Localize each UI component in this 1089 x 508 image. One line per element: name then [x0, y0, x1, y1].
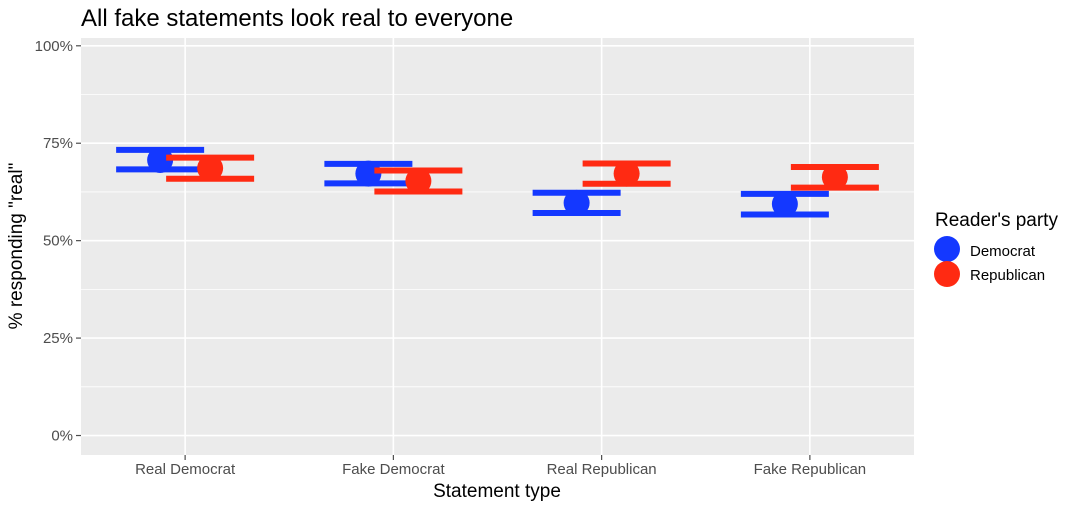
point-democrat — [563, 189, 590, 216]
y-tick-label: 75% — [43, 135, 73, 152]
x-axis-title: Statement type — [433, 481, 561, 502]
point-republican — [613, 160, 640, 187]
chart-title: All fake statements look real to everyon… — [81, 5, 513, 32]
x-tick-label: Fake Republican — [754, 461, 867, 478]
x-tick-label: Real Democrat — [135, 461, 236, 478]
x-tick-label: Fake Democrat — [342, 461, 445, 478]
point-democrat — [771, 191, 798, 218]
legend-key-democrat — [934, 236, 960, 262]
point-republican — [197, 155, 224, 182]
plot-panel — [81, 38, 914, 455]
x-axis: Real Democrat Fake Democrat Real Republica… — [135, 455, 866, 478]
point-democrat — [147, 146, 174, 173]
y-axis-title: % responding "real" — [6, 163, 27, 330]
point-democrat — [355, 160, 382, 187]
y-tick-label: 25% — [43, 330, 73, 347]
legend-label-republican: Republican — [970, 267, 1045, 284]
y-tick-label: 100% — [35, 38, 73, 55]
y-axis: 0% 25% 50% 75% 100% — [35, 38, 81, 445]
legend-title: Reader's party — [935, 210, 1058, 231]
gridlines — [81, 38, 914, 455]
y-tick-label: 0% — [51, 428, 73, 445]
legend-key-republican — [934, 261, 960, 287]
y-tick-label: 50% — [43, 233, 73, 250]
point-republican — [821, 164, 848, 191]
legend-label-democrat: Democrat — [970, 243, 1036, 260]
data-marks — [116, 146, 879, 218]
legend: Reader's party Democrat Republican — [934, 210, 1058, 287]
point-republican — [405, 168, 432, 195]
x-tick-label: Real Republican — [547, 461, 657, 478]
